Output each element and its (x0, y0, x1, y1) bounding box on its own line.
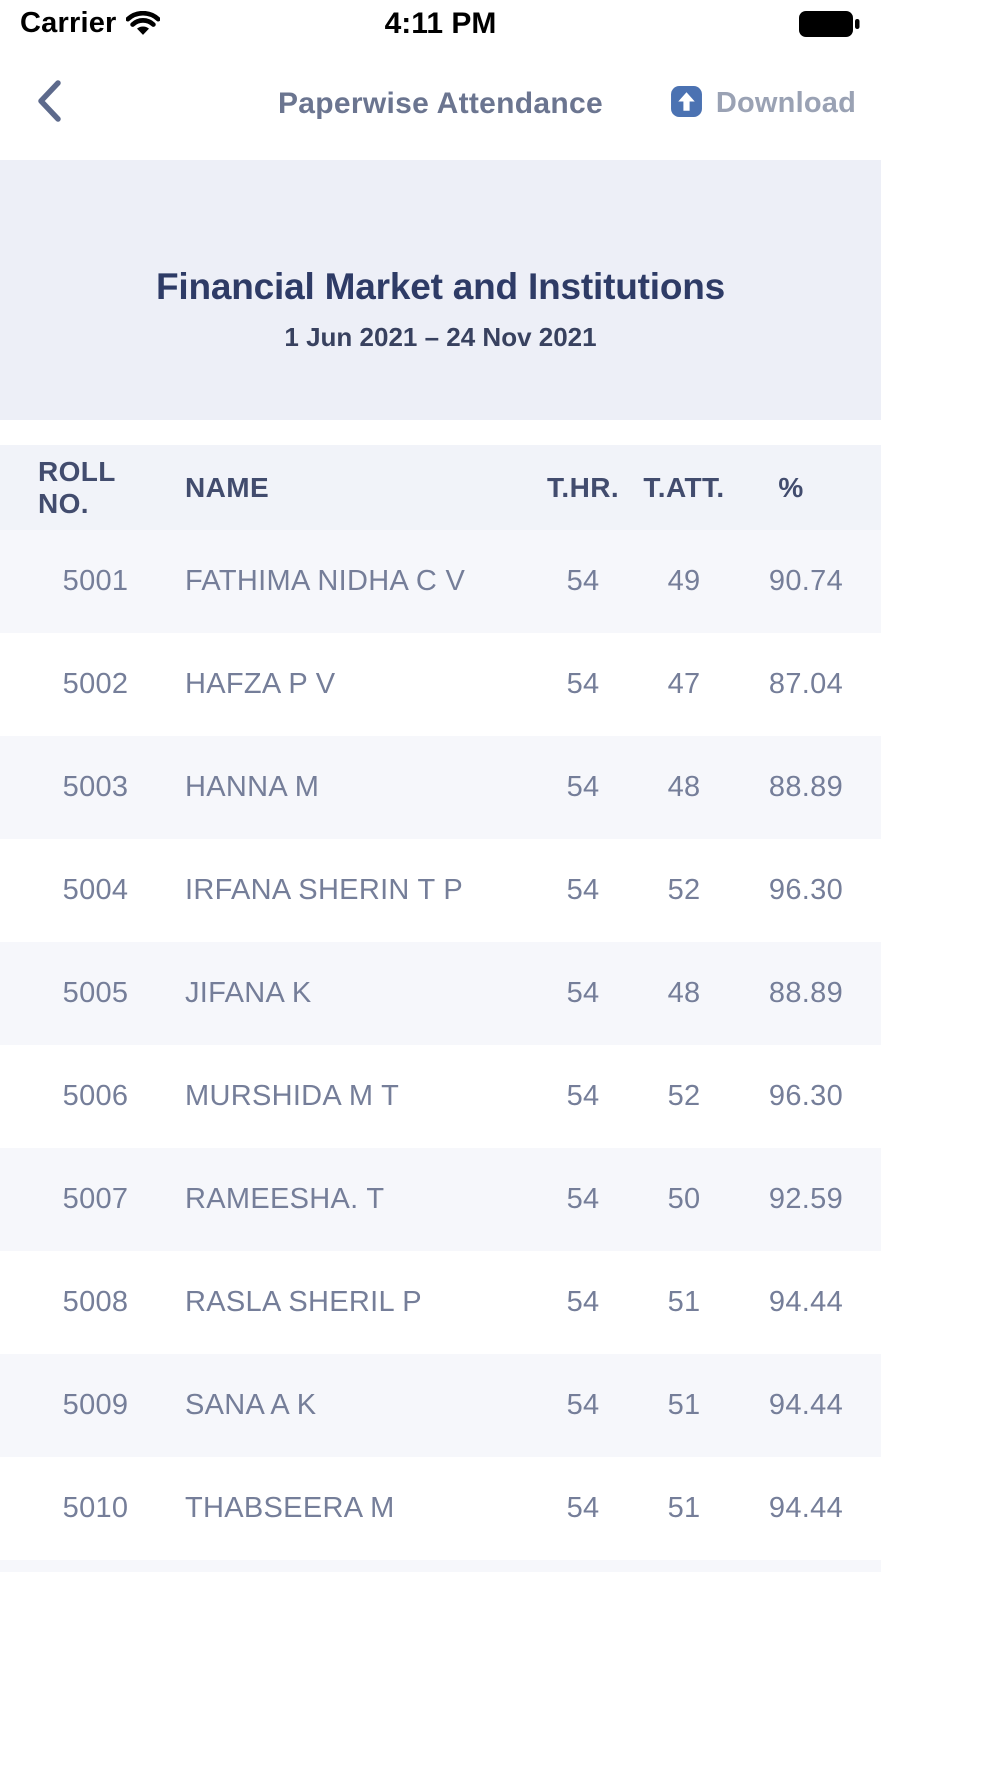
pct-cell: 87.04 (768, 668, 843, 700)
column-header-name: NAME (185, 471, 270, 503)
roll-cell: 5009 (62, 1389, 129, 1421)
name-cell: IRFANA SHERIN T P (185, 874, 463, 906)
pct-cell: 94.44 (768, 1286, 843, 1318)
roll-cell: 5002 (62, 668, 129, 700)
pct-cell: 90.74 (768, 565, 843, 597)
thr-cell: 54 (566, 668, 600, 700)
pct-cell: 88.89 (768, 977, 843, 1009)
attendance-table: ROLL NO. NAME T.HR. T.ATT. % 5001 FATHIM… (0, 445, 881, 1572)
chevron-left-icon (34, 78, 64, 129)
thr-cell: 54 (566, 1183, 600, 1215)
thr-cell: 54 (566, 1389, 600, 1421)
tatt-cell: 50 (667, 1183, 701, 1215)
tatt-cell: 49 (667, 565, 701, 597)
thr-cell: 54 (566, 1080, 600, 1112)
paper-header: Financial Market and Institutions 1 Jun … (0, 160, 881, 420)
thr-cell: 54 (566, 874, 600, 906)
download-label: Download (715, 87, 856, 119)
roll-cell: 5003 (62, 771, 129, 803)
name-cell: THABSEERA M (185, 1492, 395, 1524)
roll-cell: 5006 (62, 1080, 129, 1112)
status-bar: Carrier 4:11 PM (0, 0, 881, 47)
thr-cell: 54 (566, 1492, 600, 1524)
roll-cell: 5004 (62, 874, 129, 906)
roll-cell: 5008 (62, 1286, 129, 1318)
tatt-cell: 51 (667, 1286, 701, 1318)
table-row: 5002 HAFZA P V 54 47 87.04 (0, 633, 881, 736)
table-row: 5005 JIFANA K 54 48 88.89 (0, 942, 881, 1045)
attendance-table-body: 5001 FATHIMA NIDHA C V 54 49 90.74 5002 … (0, 530, 881, 1560)
tatt-cell: 48 (667, 771, 701, 803)
tatt-cell: 52 (667, 1080, 701, 1112)
date-range: 1 Jun 2021 – 24 Nov 2021 (284, 321, 597, 352)
column-header-percentage: % (778, 471, 804, 503)
name-cell: RAMEESHA. T (185, 1183, 385, 1215)
name-cell: HANNA M (185, 771, 320, 803)
wifi-icon (125, 10, 160, 37)
tatt-cell: 52 (667, 874, 701, 906)
table-header-row: ROLL NO. NAME T.HR. T.ATT. % (0, 445, 881, 530)
roll-cell: 5005 (62, 977, 129, 1009)
tatt-cell: 47 (667, 668, 701, 700)
battery-icon (798, 10, 860, 38)
attendance-app: Carrier 4:11 PM Paperwise Attendance (0, 0, 881, 1572)
next-row-partial (0, 1560, 881, 1572)
name-cell: FATHIMA NIDHA C V (185, 565, 466, 597)
upload-icon (670, 85, 703, 123)
nav-bar: Paperwise Attendance Download (0, 47, 881, 160)
column-header-total-hours: T.HR. (547, 471, 619, 503)
thr-cell: 54 (566, 771, 600, 803)
tatt-cell: 51 (667, 1389, 701, 1421)
back-button[interactable] (34, 69, 94, 139)
table-row: 5010 THABSEERA M 54 51 94.44 (0, 1457, 881, 1560)
table-row: 5003 HANNA M 54 48 88.89 (0, 736, 881, 839)
table-row: 5008 RASLA SHERIL P 54 51 94.44 (0, 1251, 881, 1354)
carrier-label: Carrier (20, 7, 117, 39)
tatt-cell: 48 (667, 977, 701, 1009)
name-cell: HAFZA P V (185, 668, 336, 700)
pct-cell: 94.44 (768, 1389, 843, 1421)
pct-cell: 88.89 (768, 771, 843, 803)
roll-cell: 5001 (62, 565, 129, 597)
pct-cell: 96.30 (768, 874, 843, 906)
table-row: 5009 SANA A K 54 51 94.44 (0, 1354, 881, 1457)
pct-cell: 96.30 (768, 1080, 843, 1112)
column-header-roll-no: ROLL NO. (38, 455, 116, 519)
page-title: Paperwise Attendance (278, 86, 603, 120)
name-cell: JIFANA K (185, 977, 312, 1009)
thr-cell: 54 (566, 1286, 600, 1318)
thr-cell: 54 (566, 977, 600, 1009)
name-cell: MURSHIDA M T (185, 1080, 400, 1112)
pct-cell: 92.59 (768, 1183, 843, 1215)
time-label: 4:11 PM (384, 6, 497, 40)
name-cell: SANA A K (185, 1389, 317, 1421)
roll-cell: 5010 (62, 1492, 129, 1524)
name-cell: RASLA SHERIL P (185, 1286, 422, 1318)
tatt-cell: 51 (667, 1492, 701, 1524)
column-header-total-attended: T.ATT. (643, 471, 725, 503)
pct-cell: 94.44 (768, 1492, 843, 1524)
download-button[interactable]: Download (670, 85, 856, 123)
table-row: 5007 RAMEESHA. T 54 50 92.59 (0, 1148, 881, 1251)
table-row: 5006 MURSHIDA M T 54 52 96.30 (0, 1045, 881, 1148)
thr-cell: 54 (566, 565, 600, 597)
table-row: 5004 IRFANA SHERIN T P 54 52 96.30 (0, 839, 881, 942)
table-row: 5001 FATHIMA NIDHA C V 54 49 90.74 (0, 530, 881, 633)
roll-cell: 5007 (62, 1183, 129, 1215)
paper-title: Financial Market and Institutions (155, 265, 726, 307)
